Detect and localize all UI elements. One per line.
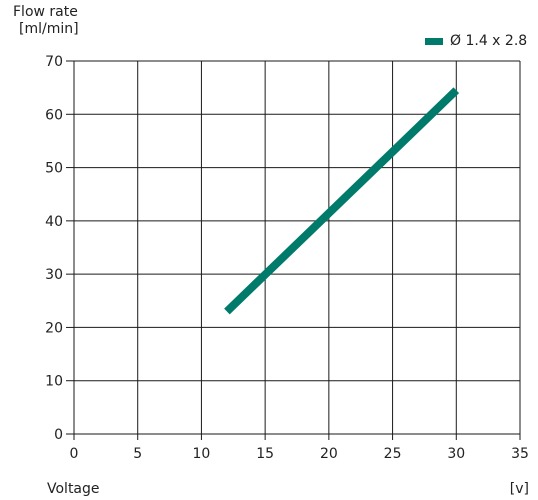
y-axis-label: Flow rate <box>13 4 78 20</box>
y-axis-unit: [ml/min] <box>19 21 79 37</box>
y-tick-label: 60 <box>45 107 63 123</box>
y-tick-label: 50 <box>45 161 63 177</box>
x-tick-label: 20 <box>320 446 338 462</box>
x-tick-label: 15 <box>256 446 274 462</box>
x-tick-label: 25 <box>384 446 402 462</box>
y-tick-label: 10 <box>45 374 63 390</box>
y-tick-label: 30 <box>45 267 63 283</box>
series-line <box>224 87 460 315</box>
legend-swatch <box>425 37 443 45</box>
x-axis-unit: [v] <box>509 481 529 497</box>
y-tick-label: 0 <box>54 427 63 443</box>
x-axis-label: Voltage <box>47 481 100 497</box>
x-tick-label: 35 <box>511 446 529 462</box>
y-tick-label: 70 <box>45 54 63 70</box>
legend-label: Ø 1.4 x 2.8 <box>450 33 528 49</box>
x-tick-label: 5 <box>133 446 142 462</box>
x-tick-label: 10 <box>193 446 211 462</box>
x-tick-label: 0 <box>70 446 79 462</box>
y-tick-label: 40 <box>45 214 63 230</box>
x-tick-label: 30 <box>447 446 465 462</box>
y-tick-label: 20 <box>45 320 63 336</box>
legend: Ø 1.4 x 2.8 <box>425 33 527 49</box>
